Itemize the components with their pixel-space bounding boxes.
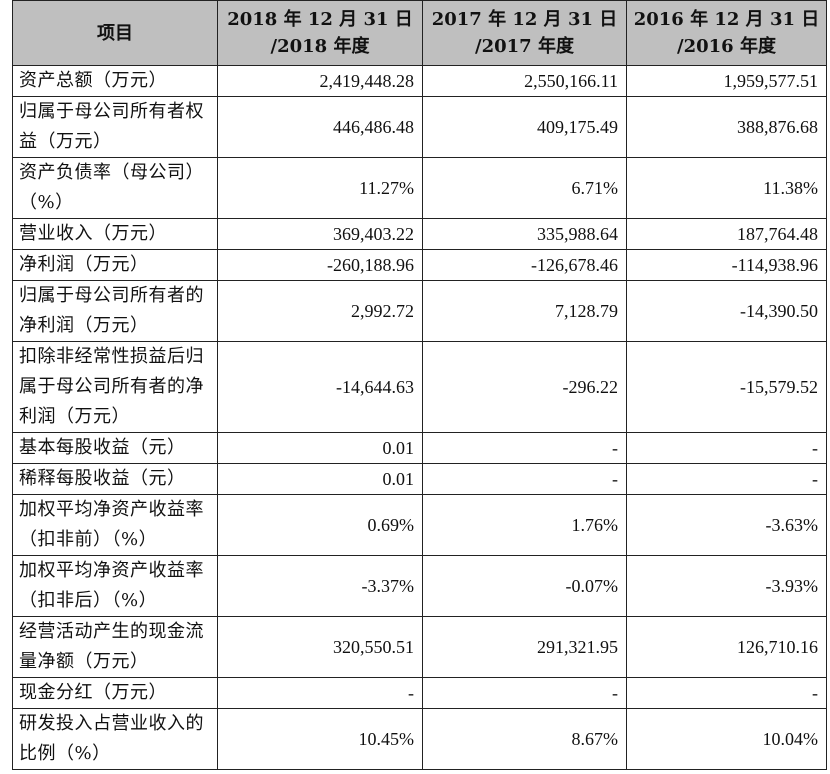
table-row: 归属于母公司所有者的净利润（万元） 2,992.72 7,128.79 -14,…	[12, 280, 827, 342]
cell-2016: 126,710.16	[626, 616, 827, 678]
row-label: 资产总额（万元）	[12, 65, 218, 97]
header-2016: 2016 年 12 月 31 日 /2016 年度	[626, 0, 827, 66]
row-label: 基本每股收益（元）	[12, 432, 218, 464]
cell-2017: -	[422, 677, 627, 709]
cell-2017: -296.22	[422, 341, 627, 433]
row-label: 资产负债率（母公司）（%）	[12, 157, 218, 219]
cell-2018: 11.27%	[217, 157, 423, 219]
row-label: 归属于母公司所有者权益（万元）	[12, 96, 218, 158]
cell-2016: -15,579.52	[626, 341, 827, 433]
row-label: 加权平均净资产收益率（扣非前）（%）	[12, 494, 218, 556]
cell-2017: -	[422, 463, 627, 495]
cell-2017: -0.07%	[422, 555, 627, 617]
cell-2016: 1,959,577.51	[626, 65, 827, 97]
cell-2017: 291,321.95	[422, 616, 627, 678]
table-row: 经营活动产生的现金流量净额（万元） 320,550.51 291,321.95 …	[12, 616, 827, 678]
cell-2016: -114,938.96	[626, 249, 827, 281]
table-header-row: 项目 2018 年 12 月 31 日 /2018 年度 2017 年 12 月…	[12, 0, 827, 66]
financial-summary-table: 项目 2018 年 12 月 31 日 /2018 年度 2017 年 12 月…	[12, 0, 827, 770]
table-row: 现金分红（万元） - - -	[12, 677, 827, 709]
cell-2016: -14,390.50	[626, 280, 827, 342]
cell-2016: 388,876.68	[626, 96, 827, 158]
table-row: 营业收入（万元） 369,403.22 335,988.64 187,764.4…	[12, 218, 827, 250]
table-row: 净利润（万元） -260,188.96 -126,678.46 -114,938…	[12, 249, 827, 281]
row-label: 扣除非经常性损益后归属于母公司所有者的净利润（万元）	[12, 341, 218, 433]
table-row: 稀释每股收益（元） 0.01 - -	[12, 463, 827, 495]
cell-2018: 369,403.22	[217, 218, 423, 250]
row-label: 稀释每股收益（元）	[12, 463, 218, 495]
cell-2016: 11.38%	[626, 157, 827, 219]
cell-2016: -	[626, 677, 827, 709]
cell-2017: -	[422, 432, 627, 464]
table-row: 资产总额（万元） 2,419,448.28 2,550,166.11 1,959…	[12, 65, 827, 97]
row-label: 营业收入（万元）	[12, 218, 218, 250]
table-row: 扣除非经常性损益后归属于母公司所有者的净利润（万元） -14,644.63 -2…	[12, 341, 827, 433]
cell-2018: 2,992.72	[217, 280, 423, 342]
row-label: 现金分红（万元）	[12, 677, 218, 709]
cell-2017: 2,550,166.11	[422, 65, 627, 97]
cell-2018: 10.45%	[217, 708, 423, 770]
cell-2016: -3.93%	[626, 555, 827, 617]
cell-2017: 7,128.79	[422, 280, 627, 342]
row-label: 研发投入占营业收入的比例（%）	[12, 708, 218, 770]
header-2018: 2018 年 12 月 31 日 /2018 年度	[217, 0, 423, 66]
cell-2017: 8.67%	[422, 708, 627, 770]
cell-2016: -	[626, 463, 827, 495]
table-row: 归属于母公司所有者权益（万元） 446,486.48 409,175.49 38…	[12, 96, 827, 158]
header-item: 项目	[12, 0, 218, 66]
row-label: 经营活动产生的现金流量净额（万元）	[12, 616, 218, 678]
row-label: 净利润（万元）	[12, 249, 218, 281]
table-row: 研发投入占营业收入的比例（%） 10.45% 8.67% 10.04%	[12, 708, 827, 770]
cell-2018: 0.69%	[217, 494, 423, 556]
cell-2018: 0.01	[217, 463, 423, 495]
row-label: 归属于母公司所有者的净利润（万元）	[12, 280, 218, 342]
cell-2016: -	[626, 432, 827, 464]
table-row: 加权平均净资产收益率（扣非后）（%） -3.37% -0.07% -3.93%	[12, 555, 827, 617]
cell-2016: 10.04%	[626, 708, 827, 770]
cell-2017: 409,175.49	[422, 96, 627, 158]
cell-2018: 446,486.48	[217, 96, 423, 158]
cell-2017: -126,678.46	[422, 249, 627, 281]
cell-2016: -3.63%	[626, 494, 827, 556]
row-label: 加权平均净资产收益率（扣非后）（%）	[12, 555, 218, 617]
cell-2017: 335,988.64	[422, 218, 627, 250]
header-2017: 2017 年 12 月 31 日 /2017 年度	[422, 0, 627, 66]
table-row: 加权平均净资产收益率（扣非前）（%） 0.69% 1.76% -3.63%	[12, 494, 827, 556]
cell-2016: 187,764.48	[626, 218, 827, 250]
cell-2018: 2,419,448.28	[217, 65, 423, 97]
cell-2017: 6.71%	[422, 157, 627, 219]
cell-2018: -14,644.63	[217, 341, 423, 433]
table-row: 资产负债率（母公司）（%） 11.27% 6.71% 11.38%	[12, 157, 827, 219]
cell-2017: 1.76%	[422, 494, 627, 556]
cell-2018: -260,188.96	[217, 249, 423, 281]
cell-2018: 0.01	[217, 432, 423, 464]
cell-2018: 320,550.51	[217, 616, 423, 678]
cell-2018: -	[217, 677, 423, 709]
cell-2018: -3.37%	[217, 555, 423, 617]
table-row: 基本每股收益（元） 0.01 - -	[12, 432, 827, 464]
